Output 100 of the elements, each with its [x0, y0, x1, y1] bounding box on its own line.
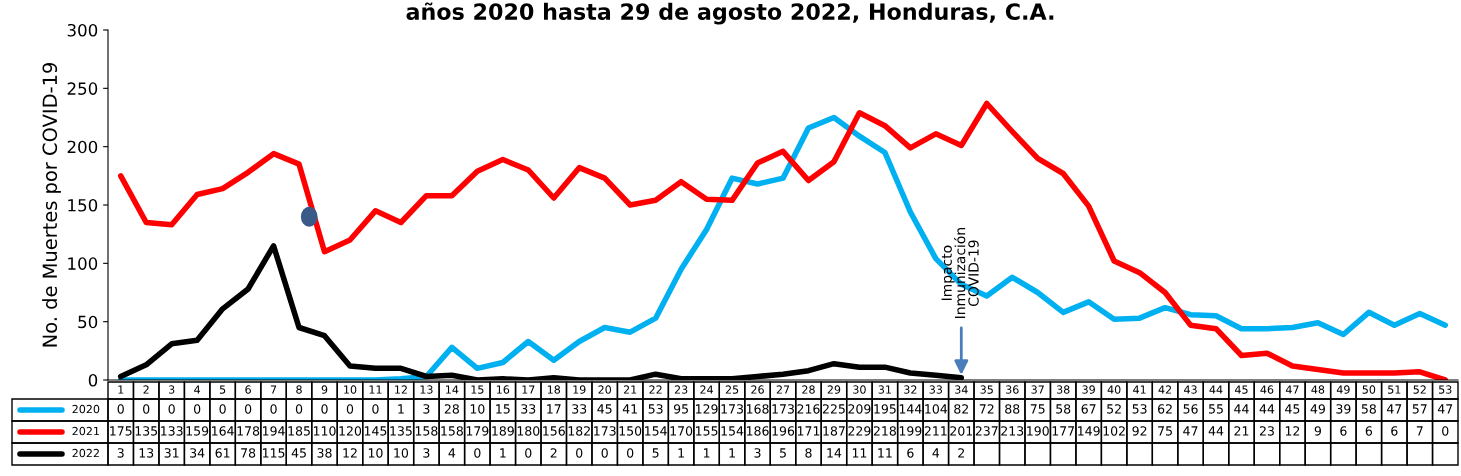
data-label: 156	[543, 426, 565, 436]
data-label: 115	[263, 448, 285, 458]
x-tick-label: 46	[1260, 385, 1274, 394]
x-tick-label: 30	[853, 385, 866, 394]
data-label: 41	[622, 404, 637, 414]
data-label: 4	[448, 448, 456, 458]
x-tick-label: 38	[1056, 385, 1070, 394]
data-label: 3	[423, 404, 430, 414]
data-label: 14	[827, 448, 842, 458]
x-tick-label: 26	[751, 385, 764, 394]
data-label: 1	[398, 404, 404, 414]
data-label: 5	[652, 448, 659, 458]
data-label: 10	[394, 448, 409, 458]
x-tick-label: 15	[471, 385, 484, 394]
x-tick-label: 22	[649, 385, 662, 394]
data-label: 110	[313, 426, 336, 436]
data-label: 135	[135, 426, 158, 436]
data-label: 2	[550, 448, 557, 458]
data-label: 189	[492, 426, 514, 436]
x-tick-label: 28	[802, 385, 815, 394]
x-tick-label: 20	[598, 385, 612, 394]
x-tick-label: 24	[700, 385, 714, 394]
x-tick-label: 50	[1362, 385, 1376, 394]
data-label: 187	[823, 426, 845, 436]
data-label: 173	[772, 404, 794, 414]
data-label: 5	[779, 448, 786, 458]
x-tick-label: 13	[420, 385, 433, 394]
data-label: 218	[873, 426, 896, 436]
data-label: 120	[339, 426, 362, 436]
data-label: 168	[746, 404, 769, 414]
data-label: 0	[219, 404, 226, 414]
x-tick-label: 39	[1082, 385, 1095, 394]
x-tick-label: 33	[929, 385, 943, 394]
x-tick-label: 47	[1285, 385, 1299, 394]
data-label: 173	[594, 426, 616, 436]
chart-title: años 2020 hasta 29 de agosto 2022, Honduras, C.A.	[406, 2, 1054, 25]
data-label: 55	[1209, 404, 1223, 414]
data-label: 211	[924, 426, 947, 436]
x-tick-label: 45	[1234, 385, 1248, 394]
data-label: 6	[1391, 426, 1398, 436]
y-tick-label: 100	[68, 257, 98, 270]
data-label: 72	[979, 404, 994, 414]
data-label: 6	[1365, 426, 1373, 436]
y-tick-label: 150	[68, 198, 98, 212]
data-label: 190	[1027, 426, 1049, 436]
x-tick-label: 3	[168, 385, 175, 394]
data-label: 31	[164, 448, 179, 458]
data-label: 3	[423, 448, 430, 458]
data-label: 61	[215, 448, 230, 458]
data-label: 12	[1285, 426, 1300, 436]
data-label: 178	[237, 426, 260, 436]
data-label: 201	[950, 426, 973, 436]
data-label: 44	[1234, 404, 1249, 414]
data-label: 179	[466, 426, 489, 436]
data-label: 164	[212, 426, 234, 436]
x-tick-label: 21	[623, 385, 637, 394]
x-tick-label: 42	[1158, 385, 1172, 394]
data-label: 0	[525, 448, 532, 458]
data-label: 47	[1183, 426, 1198, 436]
y-tick-label: 300	[67, 23, 98, 37]
data-label: 170	[670, 426, 693, 436]
data-label: 58	[1056, 404, 1071, 414]
data-label: 10	[368, 448, 383, 458]
x-tick-label: 48	[1311, 385, 1325, 394]
data-label: 3	[754, 448, 761, 458]
data-label: 9	[1314, 426, 1321, 436]
data-label: 0	[117, 404, 124, 414]
x-tick-label: 8	[296, 385, 302, 394]
data-label: 154	[721, 426, 744, 436]
data-label: 0	[474, 448, 481, 458]
x-tick-label: 29	[827, 385, 841, 394]
data-label: 158	[415, 426, 438, 436]
data-label: 12	[343, 448, 357, 458]
data-label: 186	[746, 426, 769, 436]
data-label: 33	[521, 404, 536, 414]
data-label: 0	[244, 404, 252, 414]
data-label: 1	[678, 448, 684, 458]
x-tick-label: 37	[1031, 385, 1044, 394]
y-tick-label: 0	[88, 373, 98, 387]
data-label: 45	[597, 404, 612, 414]
data-label: 53	[1132, 404, 1147, 414]
data-label: 47	[1386, 404, 1402, 414]
data-label: 1	[703, 448, 710, 458]
data-label: 47	[1437, 404, 1453, 414]
y-tick-label: 250	[67, 82, 98, 95]
data-label: 104	[925, 404, 948, 414]
data-label: 182	[568, 426, 590, 436]
data-label: 13	[139, 448, 154, 458]
data-label: 180	[517, 426, 540, 436]
data-label: 1	[500, 448, 506, 458]
data-label: 4	[932, 448, 940, 458]
data-label: 149	[1078, 426, 1100, 436]
data-label: 67	[1081, 404, 1096, 414]
data-label: 229	[848, 426, 871, 436]
x-tick-label: 31	[878, 385, 891, 394]
y-tick-label: 50	[78, 315, 98, 329]
x-tick-label: 6	[245, 385, 251, 394]
x-tick-label: 19	[573, 385, 586, 394]
data-label: 144	[899, 404, 922, 414]
legend-label: 2022	[72, 448, 99, 458]
